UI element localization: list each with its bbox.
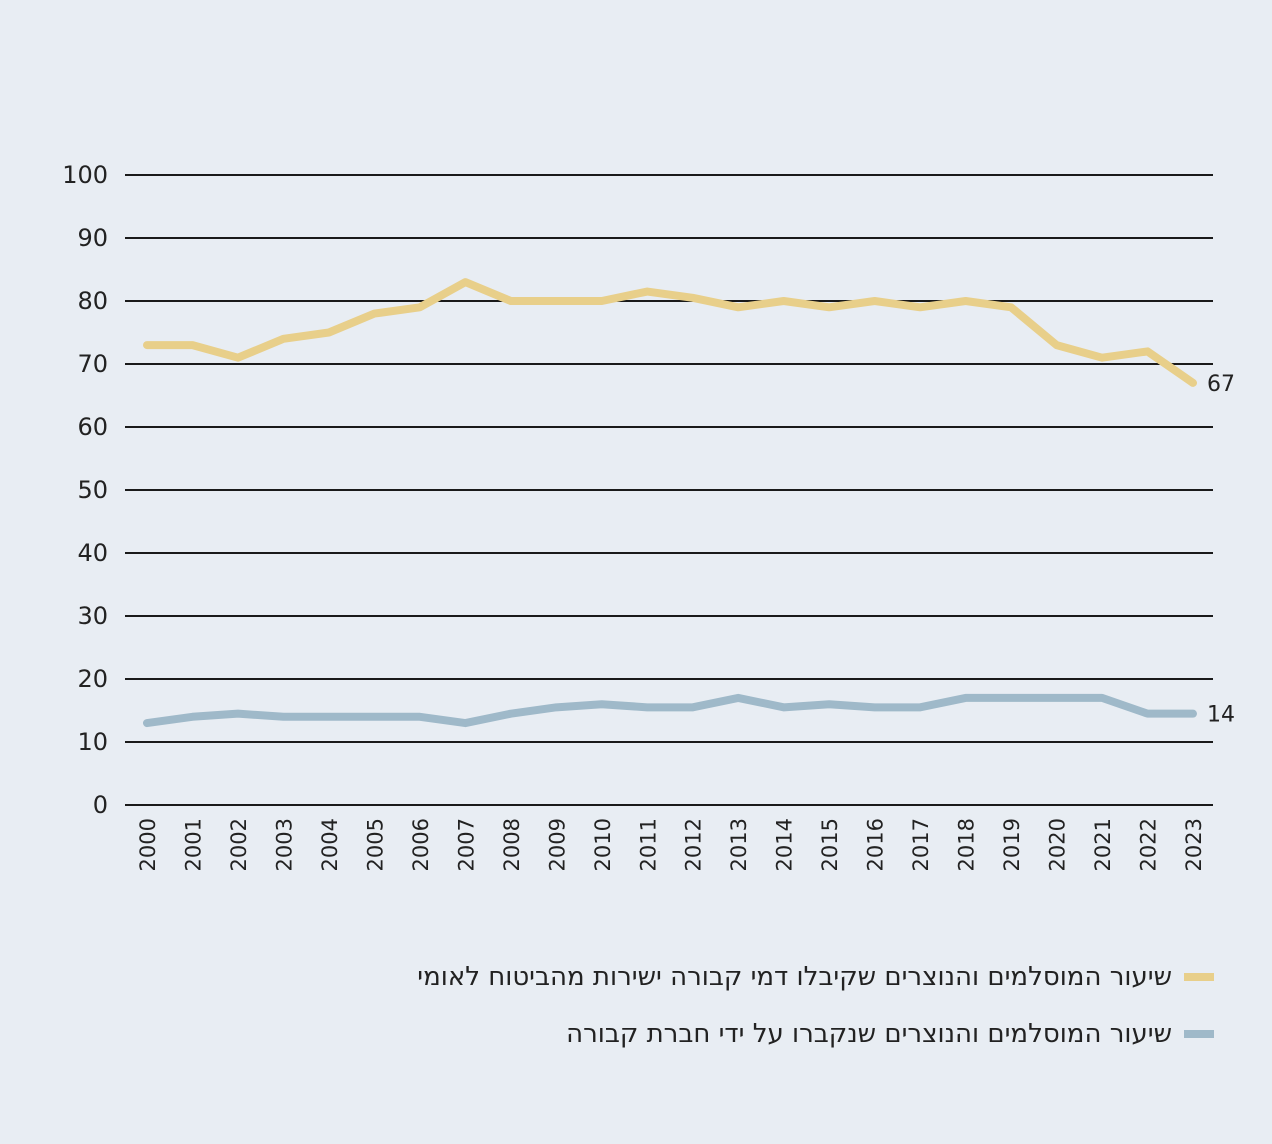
x-tick-label: 2015: [818, 818, 842, 871]
y-tick-label: 10: [77, 728, 108, 756]
x-tick-label: 2008: [500, 818, 524, 871]
x-tick-label: 2022: [1137, 818, 1161, 871]
x-tick-label: 2010: [591, 818, 615, 871]
y-tick-label: 40: [77, 539, 108, 567]
x-tick-label: 2017: [909, 818, 933, 871]
x-tick-label: 2006: [409, 818, 433, 871]
x-tick-label: 2019: [1000, 818, 1024, 871]
x-tick-label: 2000: [136, 818, 160, 871]
end-label: 14: [1207, 703, 1235, 728]
legend-label: שיעור המוסלמים והנוצרים שקיבלו דמי קבורה…: [417, 962, 1172, 992]
y-tick-label: 90: [77, 224, 108, 252]
legend-item-burial-society: שיעור המוסלמים והנוצרים שנקברו על ידי חב…: [566, 1019, 1214, 1049]
legend-label: שיעור המוסלמים והנוצרים שנקברו על ידי חב…: [566, 1019, 1172, 1049]
x-tick-label: 2003: [272, 818, 296, 871]
end-label: 67: [1207, 372, 1235, 397]
x-tick-label: 2005: [363, 818, 387, 871]
x-tick-label: 2013: [727, 818, 751, 871]
x-tick-label: 2014: [773, 818, 797, 871]
series-line-0: [143, 278, 1197, 387]
x-tick-label: 2021: [1091, 818, 1115, 871]
y-tick-label: 100: [62, 161, 108, 189]
x-tick-label: 2011: [636, 818, 660, 871]
legend-item-burial-fees: שיעור המוסלמים והנוצרים שקיבלו דמי קבורה…: [417, 962, 1214, 992]
x-tick-label: 2001: [181, 818, 205, 871]
x-tick-label: 2020: [1046, 818, 1070, 871]
y-tick-label: 60: [77, 413, 108, 441]
series-line-1: [143, 693, 1197, 728]
x-tick-label: 2016: [864, 818, 888, 871]
y-tick-label: 30: [77, 602, 108, 630]
y-tick-label: 80: [77, 287, 108, 315]
x-tick-label: 2009: [545, 818, 569, 871]
x-tick-label: 2002: [227, 818, 251, 871]
legend-swatch-blue: [1184, 1030, 1214, 1038]
x-tick-label: 2023: [1182, 818, 1206, 871]
x-tick-label: 2012: [682, 818, 706, 871]
x-tick-label: 2004: [318, 818, 342, 871]
x-tick-label: 2018: [955, 818, 979, 871]
x-tick-label: 2007: [454, 818, 478, 871]
legend-swatch-yellow: [1184, 973, 1214, 981]
y-tick-label: 20: [77, 665, 108, 693]
y-tick-label: 70: [77, 350, 108, 378]
y-tick-label: 0: [93, 791, 108, 819]
y-tick-label: 50: [77, 476, 108, 504]
